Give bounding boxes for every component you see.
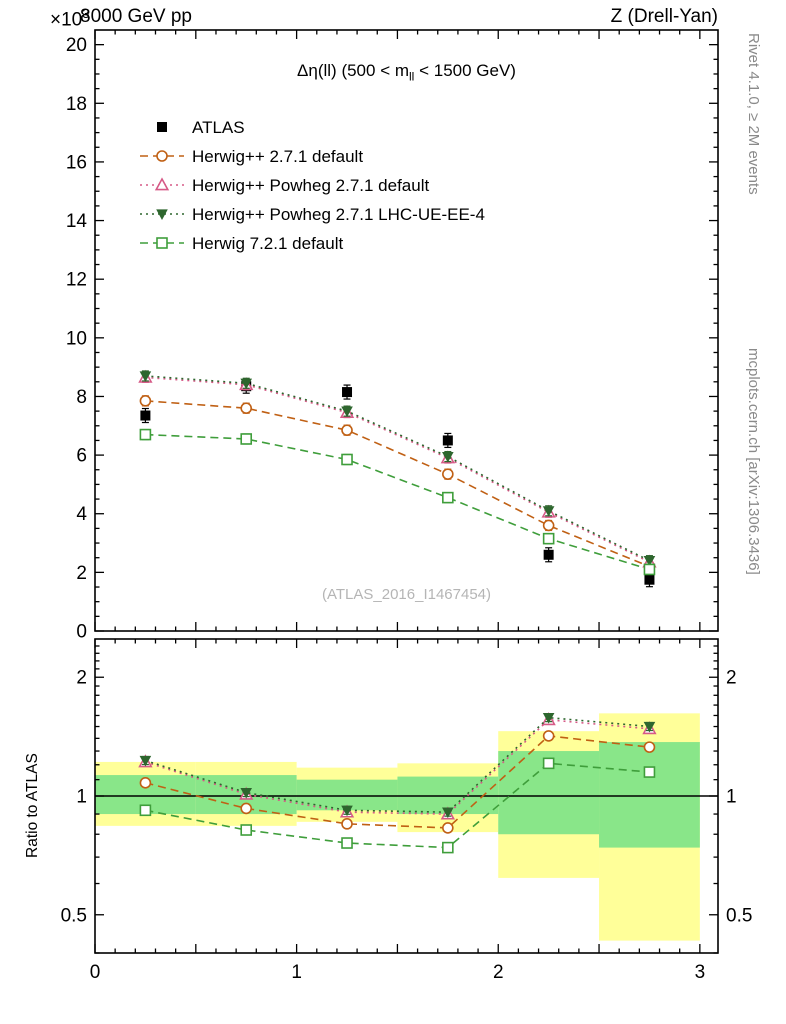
tick-label: 10 [66, 328, 87, 349]
data-point-open-circle [240, 802, 253, 815]
data-point-open-square [643, 563, 656, 576]
data-point-open-square [139, 804, 152, 817]
main-series-4 [139, 428, 656, 576]
data-point-open-circle [139, 395, 152, 407]
data-point-filled-square [442, 435, 453, 446]
data-point-open-square [442, 491, 454, 504]
tick-label: 2 [726, 668, 737, 689]
legend-label: ATLAS [192, 118, 245, 137]
tick-label: 12 [66, 270, 87, 291]
legend-label: Herwig++ 2.7.1 default [192, 147, 363, 166]
data-point-filled-triangle-down [643, 556, 656, 567]
data-point-open-square [156, 237, 168, 249]
main-panel-frame [94, 29, 719, 632]
data-point-open-circle [240, 402, 253, 414]
analysis-id-watermark: (ATLAS_2016_I1467454) [321, 586, 491, 603]
data-point-open-square [139, 428, 152, 441]
tick-label: 20 [66, 35, 87, 56]
tick-label: 2 [493, 962, 504, 983]
data-point-open-circle [542, 519, 555, 532]
data-point-filled-square [342, 387, 353, 398]
data-point-filled-triangle-down [240, 788, 253, 799]
data-point-open-circle [341, 424, 353, 436]
data-point-filled-square [644, 574, 655, 585]
legend-label: Herwig++ Powheg 2.7.1 default [192, 176, 429, 195]
tick-label: 18 [66, 94, 87, 115]
data-point-open-square [542, 757, 555, 770]
uncertainty-bands [95, 713, 700, 941]
tick-label: 14 [66, 211, 88, 232]
data-point-filled-triangle-down [542, 713, 555, 724]
ratio-series-2 [139, 713, 656, 819]
tick-label: 1 [291, 962, 302, 983]
green-uncertainty-band [599, 742, 700, 848]
data-point-open-square [643, 766, 656, 778]
tick-label: 0 [76, 622, 87, 643]
tick-label: 0.5 [726, 905, 752, 926]
data-point-filled-triangle-down [341, 406, 353, 418]
data-point-open-circle [442, 822, 454, 834]
main-series-0 [140, 378, 655, 588]
data-point-filled-square [543, 549, 554, 560]
y-axis-multiplier-exponent: 3 [82, 6, 90, 21]
tick-label: 8 [76, 387, 87, 408]
data-point-filled-triangle-down [139, 371, 152, 382]
data-point-open-square [341, 837, 353, 849]
observable-title: Δη(ll) (500 < mll < 1500 GeV) [95, 61, 718, 83]
y-axis-multiplier-base: ×10 [50, 9, 83, 31]
tick-label: 0 [90, 962, 101, 983]
data-point-filled-triangle-down [240, 378, 253, 390]
data-point-filled-triangle-down [139, 755, 152, 767]
tick-label: 2 [76, 563, 87, 584]
main-series-1 [139, 395, 656, 573]
data-point-open-circle [542, 730, 555, 742]
data-point-open-circle [139, 777, 152, 789]
tick-label: 1 [76, 787, 87, 808]
main-series-3 [139, 370, 656, 567]
tick-label: 0.5 [61, 905, 87, 926]
data-point-filled-triangle-down [341, 805, 353, 817]
data-point-open-triangle-up [154, 177, 170, 191]
data-point-open-square [442, 841, 454, 854]
data-point-filled-square [140, 410, 151, 421]
process-label: Z (Drell-Yan) [610, 6, 718, 27]
data-point-open-square [341, 453, 353, 466]
data-point-open-circle [442, 468, 454, 480]
data-point-open-circle [643, 741, 656, 753]
y-axis-multiplier: ×103 [50, 6, 89, 31]
data-point-filled-triangle-down [542, 506, 555, 517]
legend-label: Herwig 7.2.1 default [192, 234, 343, 253]
data-point-filled-square [157, 122, 167, 132]
tick-label: 1 [726, 787, 737, 808]
ratio-series-0 [139, 730, 656, 834]
beam-energy-label: 8000 GeV pp [80, 6, 192, 27]
observable-title-post: < 1500 GeV) [414, 61, 516, 80]
ratio-series-3 [139, 757, 656, 854]
legend: ATLAS Herwig++ 2.7.1 default Herwig++ Powh… [140, 118, 485, 253]
observable-title-pre: Δη(ll) (500 < m [297, 61, 410, 80]
data-point-open-circle [341, 818, 353, 830]
data-point-open-square [542, 532, 555, 545]
data-point-filled-triangle-down [442, 451, 454, 463]
data-point-filled-triangle-down [156, 209, 168, 220]
data-point-open-square [240, 824, 253, 836]
data-point-open-circle [156, 150, 168, 162]
tick-label: 6 [76, 446, 87, 467]
data-point-filled-triangle-down [643, 721, 656, 733]
tick-label: 3 [695, 962, 706, 983]
tick-label: 2 [76, 668, 87, 689]
tick-label: 16 [66, 152, 87, 173]
data-point-filled-triangle-down [442, 807, 454, 819]
tick-label: 4 [76, 504, 87, 525]
legend-label: Herwig++ Powheg 2.7.1 LHC-UE-EE-4 [192, 205, 485, 224]
observable-title-sub: ll [409, 69, 415, 84]
data-point-open-square [240, 433, 253, 445]
